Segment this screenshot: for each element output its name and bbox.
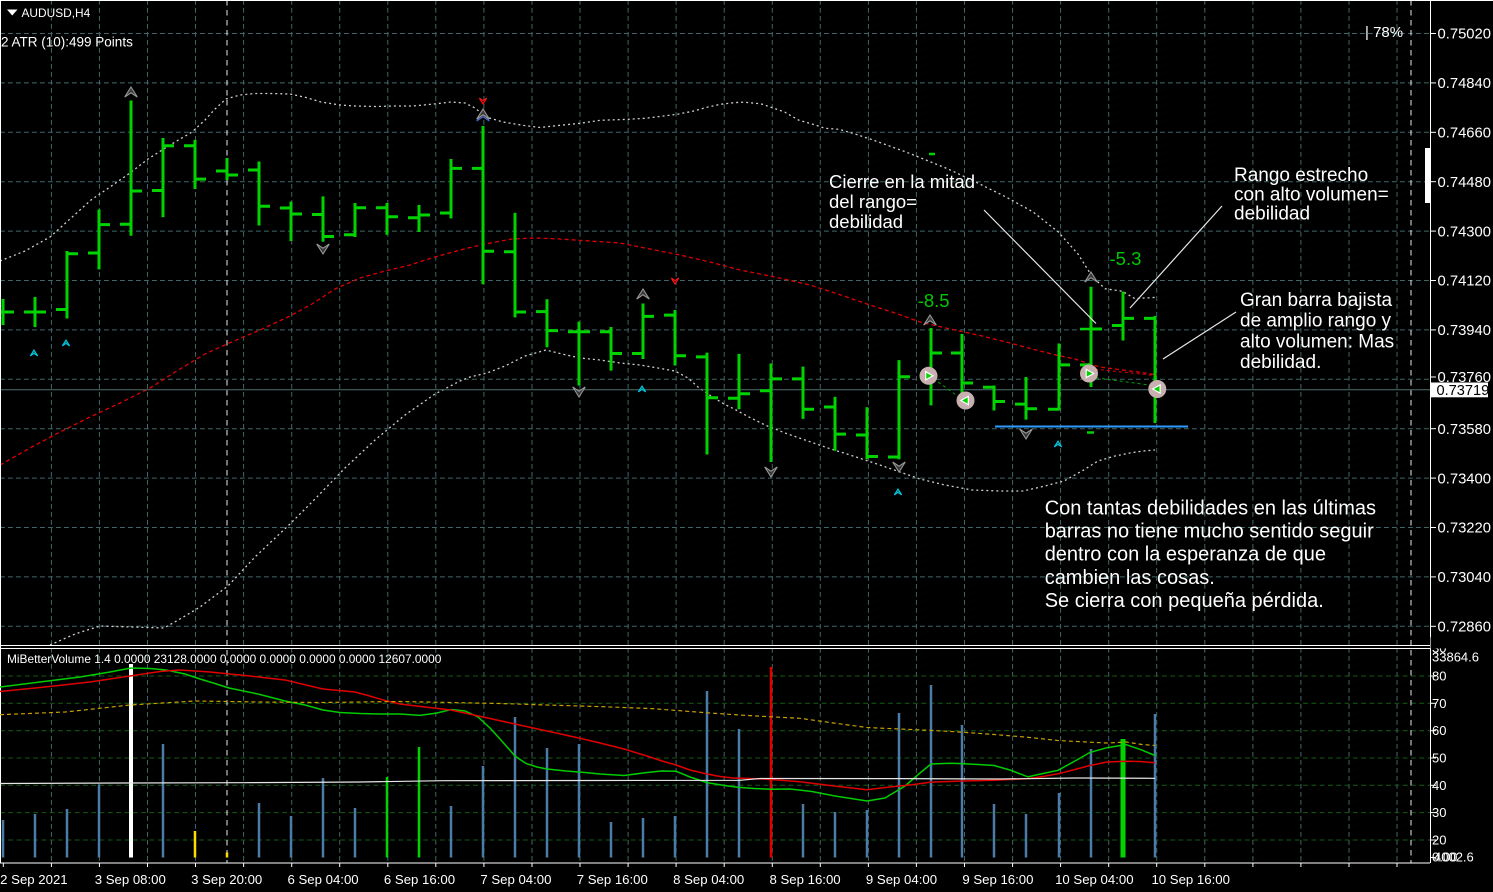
svg-text:0.73940: 0.73940	[1438, 323, 1492, 339]
svg-text:0.73220: 0.73220	[1438, 521, 1492, 537]
svg-text:-8.5: -8.5	[918, 290, 950, 311]
svg-text:0.74840: 0.74840	[1438, 76, 1492, 92]
svg-text:Gran barra bajista: Gran barra bajista	[1240, 290, 1393, 311]
svg-text:debilidad.: debilidad.	[1240, 352, 1321, 373]
svg-text:Con tantas debilidades en las: Con tantas debilidades en las últimas	[1045, 498, 1376, 520]
svg-text:0.73040: 0.73040	[1438, 570, 1492, 586]
svg-text:30: 30	[1432, 805, 1446, 820]
svg-text:con alto volumen=: con alto volumen=	[1234, 184, 1389, 205]
svg-text:de amplio rango y: de amplio rango y	[1240, 311, 1392, 332]
svg-text:debilidad: debilidad	[1234, 204, 1310, 225]
svg-text:0.72860: 0.72860	[1438, 620, 1492, 636]
svg-text:6 Sep 04:00: 6 Sep 04:00	[288, 872, 359, 887]
svg-text:MiBetterVolume 1.4 0.0000 2312: MiBetterVolume 1.4 0.0000 23128.0000 0.0…	[7, 652, 442, 666]
svg-text:0.73719: 0.73719	[1437, 383, 1490, 399]
svg-text:AUDUSD,H4: AUDUSD,H4	[22, 6, 91, 20]
svg-text:4002.6: 4002.6	[1434, 850, 1474, 865]
svg-text:9 Sep 04:00: 9 Sep 04:00	[866, 872, 937, 887]
svg-text:8 Sep 16:00: 8 Sep 16:00	[770, 872, 841, 887]
svg-text:33864.6: 33864.6	[1432, 650, 1479, 665]
svg-text:| 78%: | 78%	[1365, 24, 1403, 41]
svg-text:6 Sep 16:00: 6 Sep 16:00	[384, 872, 455, 887]
svg-text:7 Sep 04:00: 7 Sep 04:00	[480, 872, 551, 887]
svg-text:-5.3: -5.3	[1110, 248, 1142, 269]
svg-text:debilidad: debilidad	[829, 211, 903, 232]
svg-text:cambien las cosas.: cambien las cosas.	[1045, 567, 1215, 589]
svg-text:2 ATR (10):499 Points: 2 ATR (10):499 Points	[1, 35, 133, 50]
svg-text:7 Sep 16:00: 7 Sep 16:00	[577, 872, 648, 887]
svg-text:del rango=: del rango=	[829, 191, 917, 212]
svg-text:Cierre en la mitad: Cierre en la mitad	[829, 171, 975, 192]
svg-text:10 Sep 16:00: 10 Sep 16:00	[1151, 872, 1229, 887]
svg-text:0.74300: 0.74300	[1438, 224, 1492, 240]
svg-text:0.75020: 0.75020	[1438, 27, 1492, 43]
svg-text:10 Sep 04:00: 10 Sep 04:00	[1055, 872, 1133, 887]
svg-text:dentro con la esperanza de que: dentro con la esperanza de que	[1045, 544, 1326, 566]
svg-text:0.73400: 0.73400	[1438, 471, 1492, 487]
svg-text:0.73760: 0.73760	[1438, 370, 1492, 386]
svg-text:alto volumen: Mas: alto volumen: Mas	[1240, 331, 1394, 352]
svg-text:20: 20	[1432, 833, 1446, 848]
svg-text:Rango estrecho: Rango estrecho	[1234, 165, 1368, 186]
svg-text:60: 60	[1432, 723, 1446, 738]
svg-text:8 Sep 04:00: 8 Sep 04:00	[673, 872, 744, 887]
svg-text:3 Sep 20:00: 3 Sep 20:00	[191, 872, 262, 887]
svg-text:80: 80	[1432, 669, 1446, 684]
svg-text:barras no tiene mucho sentido: barras no tiene mucho sentido seguir	[1045, 521, 1374, 543]
svg-text:0.00: 0.00	[1432, 850, 1457, 865]
svg-text:9 Sep 16:00: 9 Sep 16:00	[962, 872, 1033, 887]
svg-text:40: 40	[1432, 778, 1446, 793]
svg-text:50: 50	[1432, 751, 1446, 766]
svg-text:70: 70	[1432, 696, 1446, 711]
svg-text:Se cierra con pequeña pérdida.: Se cierra con pequeña pérdida.	[1045, 590, 1324, 612]
svg-text:2 Sep 2021: 2 Sep 2021	[0, 872, 67, 887]
svg-text:0.74120: 0.74120	[1438, 274, 1492, 290]
svg-text:0.74480: 0.74480	[1438, 175, 1492, 191]
svg-text:0.74660: 0.74660	[1438, 126, 1492, 142]
svg-text:0.73580: 0.73580	[1438, 422, 1492, 438]
svg-text:3 Sep 08:00: 3 Sep 08:00	[95, 872, 166, 887]
